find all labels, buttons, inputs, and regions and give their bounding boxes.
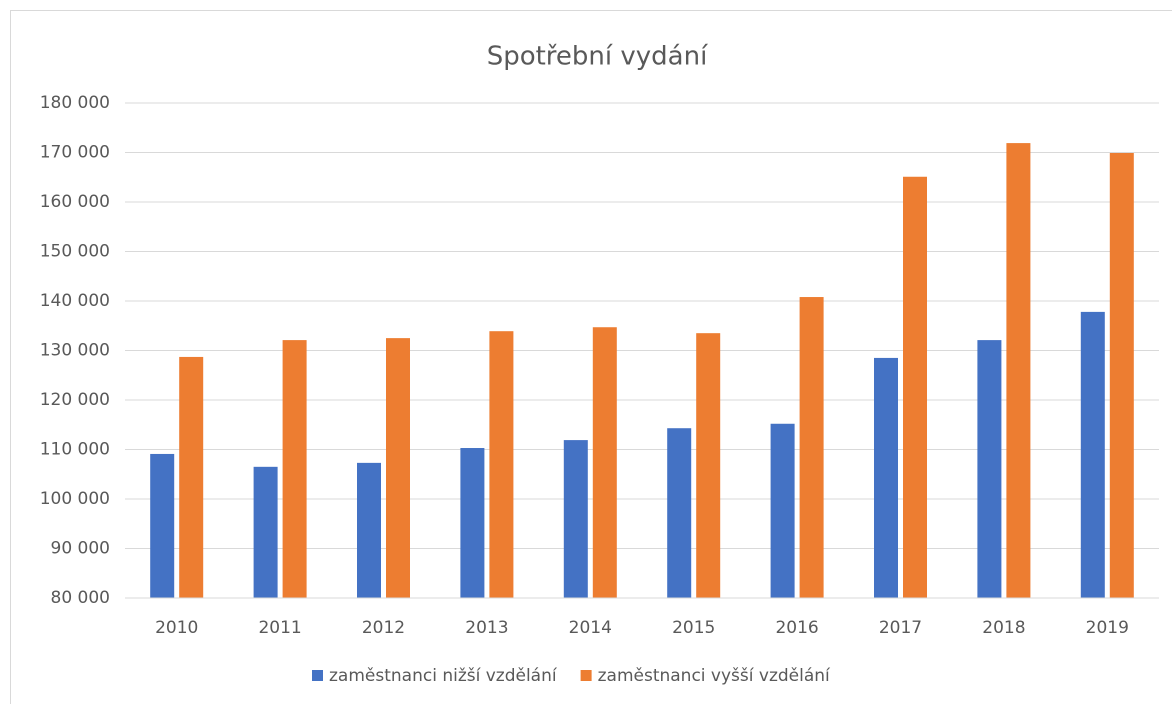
bar [357, 462, 381, 598]
x-tick-label: 2013 [465, 618, 508, 638]
legend-swatch [580, 670, 592, 681]
x-tick-label: 2015 [672, 618, 715, 638]
y-tick-label: 140 000 [40, 291, 110, 311]
bar [460, 448, 485, 598]
bar [592, 327, 617, 598]
bar [489, 331, 514, 598]
bar [386, 338, 410, 598]
x-tick-label: 2011 [258, 618, 301, 638]
x-tick-label: 2019 [1086, 618, 1129, 638]
bar [903, 176, 927, 598]
y-tick-label: 150 000 [40, 242, 110, 262]
y-tick-label: 170 000 [40, 143, 110, 163]
x-tick-label: 2010 [155, 618, 198, 638]
y-tick-label: 80 000 [51, 588, 110, 608]
y-tick-label: 180 000 [40, 93, 110, 113]
x-tick-label: 2018 [982, 618, 1025, 638]
bar [179, 356, 204, 598]
y-tick-label: 130 000 [40, 341, 110, 361]
y-tick-label: 160 000 [40, 192, 110, 212]
x-tick-label: 2014 [569, 618, 612, 638]
bar [563, 440, 588, 598]
x-tick-label: 2017 [879, 618, 922, 638]
bar [799, 297, 824, 598]
x-tick-label: 2012 [362, 618, 405, 638]
y-tick-label: 120 000 [40, 390, 110, 410]
legend-swatch [312, 670, 323, 681]
bar [696, 333, 721, 598]
legend-label: zaměstnanci nižší vzdělání [329, 666, 558, 686]
bar [253, 466, 278, 598]
bar [282, 340, 307, 598]
bar [1109, 152, 1134, 598]
x-tick-label: 2016 [775, 618, 818, 638]
bar [874, 357, 898, 598]
y-tick-label: 100 000 [40, 489, 110, 509]
bar [667, 428, 692, 598]
bar [770, 423, 795, 598]
y-tick-label: 110 000 [40, 440, 110, 460]
bar [1006, 143, 1031, 598]
chart-title: Spotřební vydání [487, 42, 708, 72]
bar [150, 453, 175, 598]
bar [977, 340, 1002, 598]
bar [1080, 311, 1105, 598]
legend-label: zaměstnanci vyšší vzdělání [598, 666, 831, 686]
y-tick-label: 90 000 [51, 539, 110, 559]
